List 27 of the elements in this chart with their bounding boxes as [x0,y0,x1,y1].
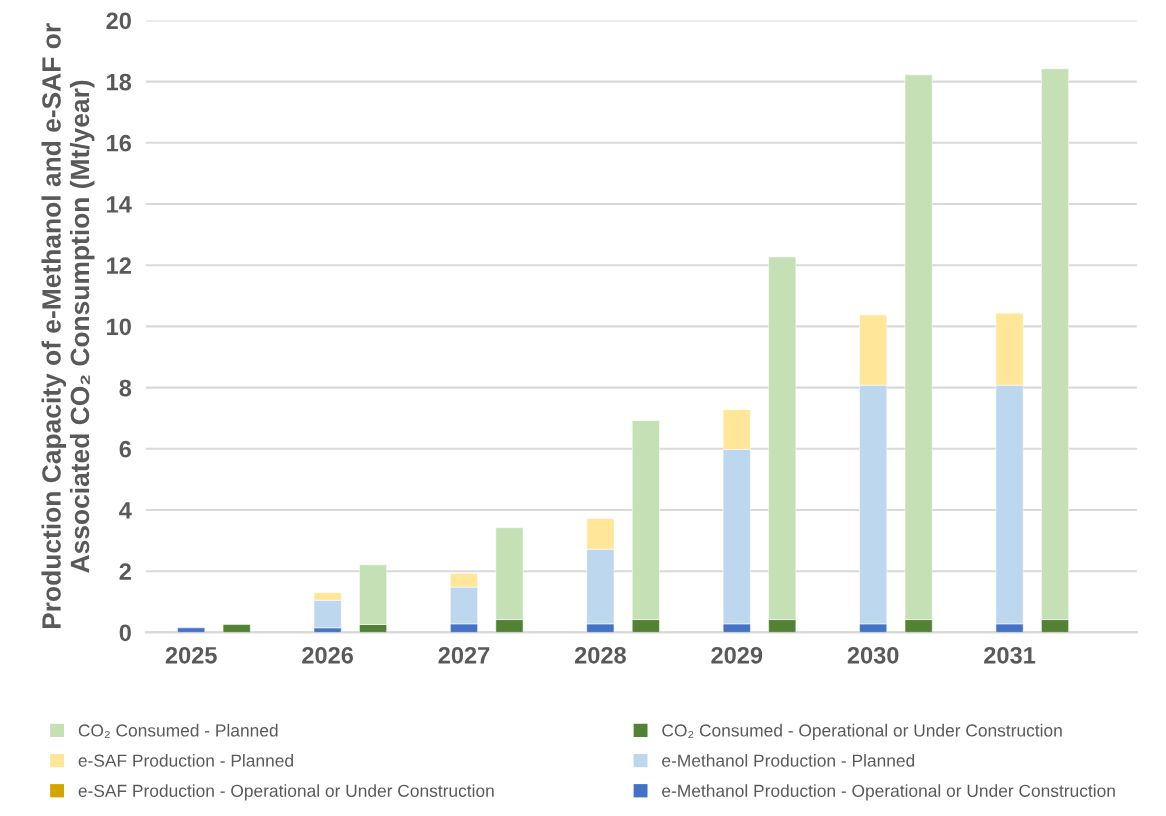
legend-label: CO₂ Consumed - Operational or Under Construction [662,723,1062,741]
y-tick-label: 10 [107,318,131,336]
x-tick-label: 2025 [165,646,217,664]
x-tick-label: 2028 [574,646,626,664]
y-tick-label: 2 [119,563,131,580]
y-tick-label: 8 [119,379,132,397]
x-tick-label: 2031 [984,646,1036,664]
x-tick-label: 2026 [302,646,354,664]
y-tick-label: 12 [107,257,131,274]
y-axis-title: Production Capacity of e-Methanol and e-SAF or Associated CO₂ Consumption (Mt/year) [41,23,95,629]
legend-label: e-Methanol Production - Operational or Under Construction [662,784,1115,801]
bar [177,627,206,633]
bar [222,624,251,633]
y-tick-label: 14 [107,196,132,213]
legend-label: e-SAF Production - Planned [78,754,293,767]
y-tick-label: 16 [107,134,132,152]
legend-label: e-Methanol Production - Planned [662,754,915,767]
x-tick-label: 2029 [711,646,763,664]
legend-label: e-SAF Production - Operational or Under Construction [78,784,494,801]
y-tick-label: 18 [107,73,132,91]
y-tick-label: 20 [106,12,131,30]
x-tick-label: 2027 [438,646,490,664]
x-tick-label: 2030 [847,646,899,664]
y-tick-label: 6 [119,440,132,458]
y-tick-label: 4 [119,502,132,519]
y-tick-label: 0 [119,624,131,642]
legend-label: CO₂ Consumed - Planned [78,723,278,738]
